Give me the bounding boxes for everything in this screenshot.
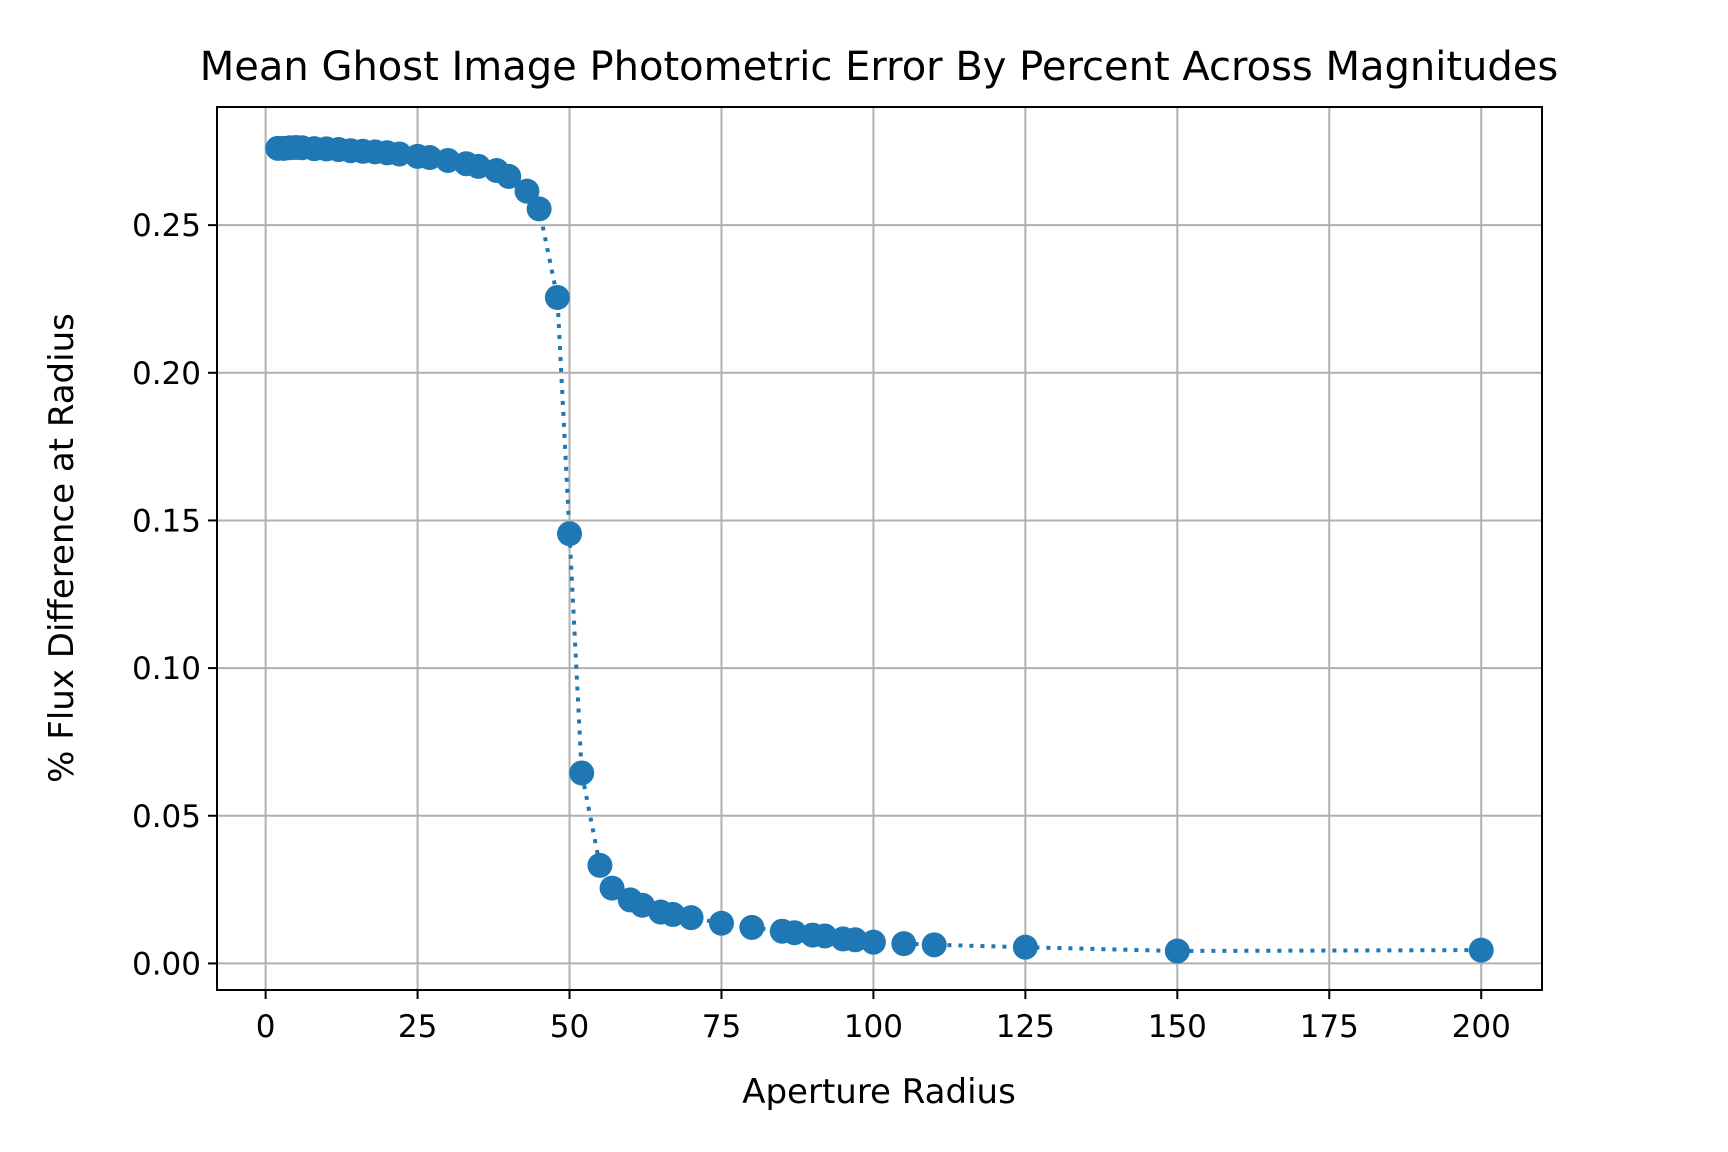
data-point (496, 163, 522, 189)
x-tick-label: 100 (844, 1009, 903, 1045)
data-point (544, 284, 570, 310)
y-tick-label: 0.05 (132, 799, 201, 835)
data-point (1012, 934, 1038, 960)
x-tick-label: 150 (1148, 1009, 1207, 1045)
data-point (526, 196, 552, 222)
x-axis-ticks: 0 25 50 75 100 125 150 175 200 (256, 990, 1511, 1045)
data-point (708, 910, 734, 936)
data-point (860, 929, 886, 955)
x-tick-label: 175 (1300, 1009, 1359, 1045)
chart-title: Mean Ghost Image Photometric Error By Pe… (200, 44, 1558, 90)
data-point (842, 927, 868, 953)
data-point (678, 905, 704, 931)
data-point (739, 914, 765, 940)
data-point (1468, 937, 1494, 963)
data-point (781, 920, 807, 946)
data-point (587, 852, 613, 878)
x-tick-label: 75 (702, 1009, 741, 1045)
plot-area-frame (216, 106, 1543, 991)
data-point (514, 178, 540, 204)
x-tick-label: 125 (996, 1009, 1055, 1045)
x-tick-label: 25 (398, 1009, 437, 1045)
y-tick-label: 0.20 (132, 356, 201, 392)
y-tick-label: 0.10 (132, 651, 201, 687)
x-tick-label: 0 (256, 1009, 276, 1045)
data-point (599, 875, 625, 901)
data-point (557, 521, 583, 547)
data-point (921, 932, 947, 958)
y-tick-label: 0.25 (132, 208, 201, 244)
data-point (569, 760, 595, 786)
grid (217, 107, 1542, 990)
y-axis-ticks: 0.00 0.05 0.10 0.15 0.20 0.25 (132, 208, 217, 982)
y-axis-label: % Flux Difference at Radius (42, 313, 82, 783)
y-tick-label: 0.15 (132, 503, 201, 539)
x-tick-label: 200 (1452, 1009, 1511, 1045)
data-point (1164, 938, 1190, 964)
data-point (891, 931, 917, 957)
x-tick-label: 50 (550, 1009, 589, 1045)
x-axis-label: Aperture Radius (742, 1072, 1016, 1112)
y-tick-label: 0.00 (132, 946, 201, 982)
data-point (386, 141, 412, 167)
data-point-layer (265, 134, 1494, 964)
